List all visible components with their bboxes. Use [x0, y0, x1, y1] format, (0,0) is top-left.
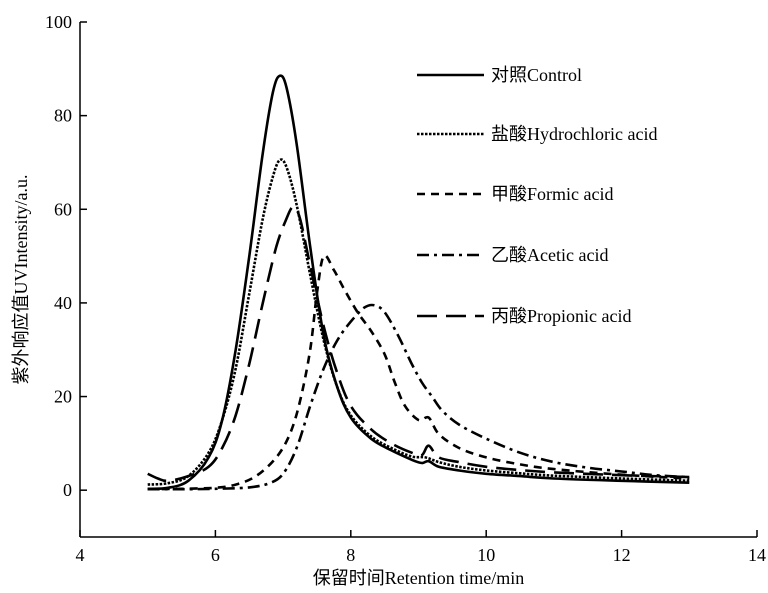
x-tick-label: 12: [613, 545, 631, 565]
legend-label: 盐酸Hydrochloric acid: [491, 124, 657, 144]
x-tick-label: 14: [748, 545, 766, 565]
legend-label: 乙酸Acetic acid: [491, 245, 608, 265]
legend-label: 对照Control: [491, 65, 582, 85]
y-tick-label: 0: [63, 480, 72, 500]
series-line-4: [147, 303, 690, 491]
axes: [79, 22, 757, 538]
legend: 对照Control 盐酸Hydrochloric acid 甲酸Formic aci…: [417, 65, 657, 326]
y-tick-label: 80: [54, 106, 72, 126]
legend-label: 甲酸Formic acid: [491, 184, 613, 204]
x-tick-label: 10: [477, 545, 495, 565]
y-tick-label: 40: [54, 293, 72, 313]
y-axis-title: 紫外响应值UVIntensity/a.u.: [11, 175, 31, 385]
legend-label: 丙酸Propionic acid: [491, 306, 631, 326]
series-line-1: [147, 74, 690, 491]
x-tick-label: 4: [76, 545, 85, 565]
series-layer: [147, 74, 690, 491]
x-axis-title: 保留时间Retention time/min: [313, 568, 524, 588]
x-tick-label: 6: [211, 545, 220, 565]
series-line-3: [147, 254, 690, 491]
y-tick-label: 100: [45, 12, 72, 32]
y-tick-label: 60: [54, 199, 72, 219]
series-line-2: [147, 158, 690, 486]
y-tick-label: 20: [54, 387, 72, 407]
x-tick-label: 8: [346, 545, 355, 565]
series-line-5: [147, 205, 690, 483]
ticks: 4 6 8 10 12 14 0 20 40 60 80 100: [45, 12, 766, 565]
